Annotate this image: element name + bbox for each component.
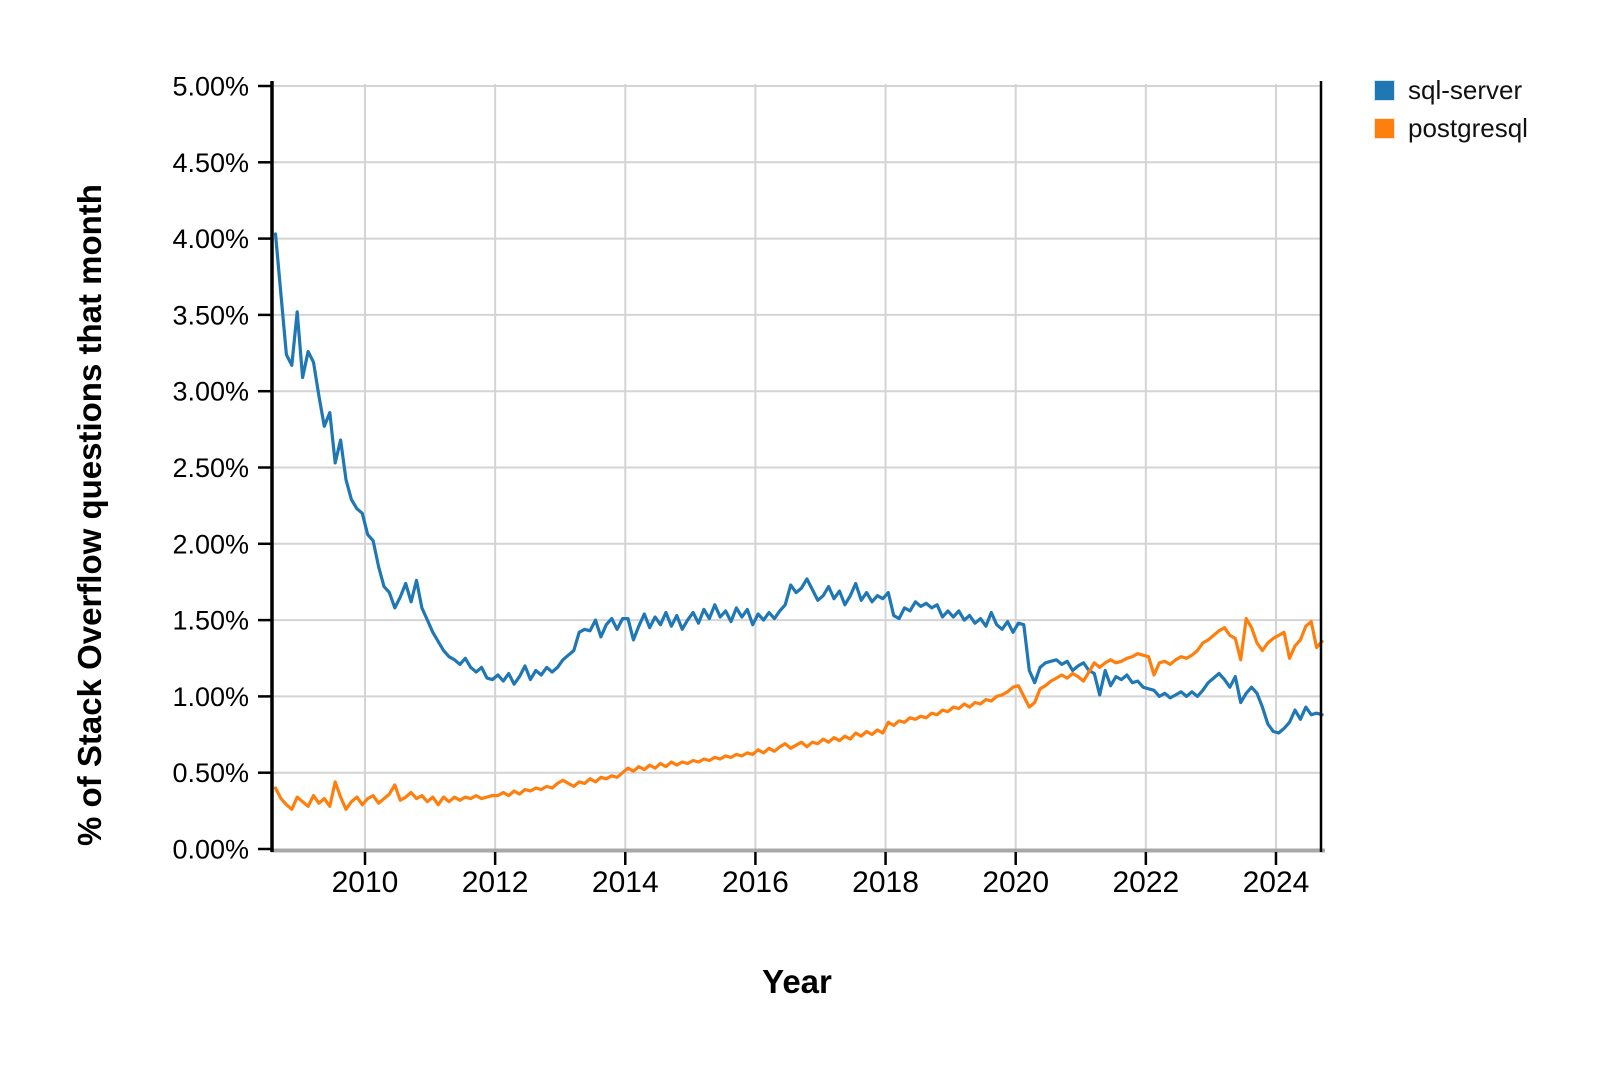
x-tick-label: 2022: [1112, 866, 1179, 899]
sql-server-color-swatch: [1374, 80, 1395, 101]
y-tick-label: 1.00%: [172, 682, 249, 712]
y-tick-label: 4.50%: [172, 148, 249, 178]
y-tick-label: 5.00%: [172, 71, 249, 101]
y-axis-title: % of Stack Overflow questions that month: [71, 184, 108, 846]
legend-label: sql-server: [1408, 75, 1523, 105]
y-tick-label: 0.50%: [172, 758, 249, 788]
y-tick-label: 2.50%: [172, 453, 249, 483]
x-tick-label: 2010: [332, 866, 399, 899]
y-tick-label: 1.50%: [172, 606, 249, 636]
legend-label: postgresql: [1408, 113, 1528, 143]
legend-item-postgresql: postgresql: [1374, 113, 1528, 143]
legend: sql-server postgresql: [1374, 75, 1528, 156]
x-tick-label: 2020: [982, 866, 1049, 899]
y-tick-label: 4.00%: [172, 224, 249, 254]
x-tick-label: 2012: [462, 866, 529, 899]
y-tick-label: 3.00%: [172, 377, 249, 407]
series-line-postgresql: [273, 616, 1324, 811]
y-tick-label: 2.00%: [172, 529, 249, 559]
x-tick-label: 2014: [592, 866, 659, 899]
postgresql-color-swatch: [1374, 118, 1395, 139]
legend-item-sql-server: sql-server: [1374, 75, 1528, 105]
y-tick-label: 0.00%: [172, 834, 249, 864]
x-axis-title: Year: [762, 963, 832, 1000]
x-tick-label: 2024: [1243, 866, 1310, 899]
x-tick-label: 2016: [722, 866, 789, 899]
y-tick-label: 3.50%: [172, 300, 249, 330]
x-tick-label: 2018: [852, 866, 919, 899]
series-line-sql-server: [273, 232, 1324, 735]
